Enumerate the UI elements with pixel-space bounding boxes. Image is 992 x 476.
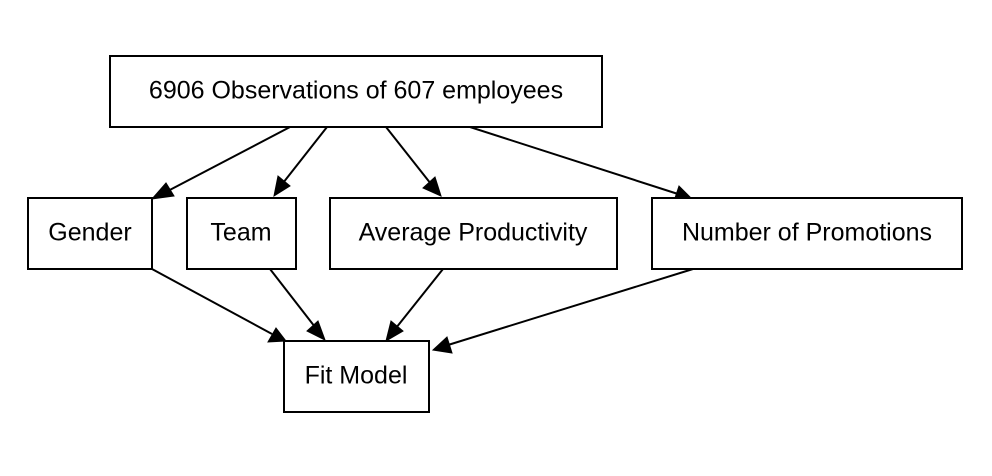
node-avg-productivity-label: Average Productivity xyxy=(359,219,588,247)
node-team: Team xyxy=(186,197,297,270)
edge-gender-to-fit-model xyxy=(151,268,273,335)
node-avg-productivity-box xyxy=(329,197,618,270)
node-gender-label: Gender xyxy=(48,219,131,247)
node-team-label: Team xyxy=(210,219,271,247)
node-num-promotions-label: Number of Promotions xyxy=(682,219,932,247)
edge-source-to-avg-productivity xyxy=(385,126,432,185)
node-source-label: 6906 Observations of 607 employees xyxy=(149,77,563,105)
node-gender-box xyxy=(27,197,153,270)
node-fit-model-box xyxy=(283,340,430,413)
node-gender: Gender xyxy=(27,197,153,270)
arrowhead-num-promotions-to-fit-model xyxy=(431,336,453,354)
node-num-promotions: Number of Promotions xyxy=(651,197,963,270)
node-team-box xyxy=(186,197,297,270)
edge-source-to-team xyxy=(282,126,328,184)
edge-avg-productivity-to-fit-model xyxy=(395,268,444,329)
edge-source-to-gender xyxy=(163,126,291,194)
nodes: 6906 Observations of 607 employees Gende… xyxy=(27,55,963,413)
node-source: 6906 Observations of 607 employees xyxy=(109,55,603,128)
node-fit-model: Fit Model xyxy=(283,340,430,413)
arrowhead-avg-productivity-to-fit-model xyxy=(385,320,404,343)
edge-team-to-fit-model xyxy=(269,268,316,328)
arrowhead-source-to-team xyxy=(273,175,291,198)
node-source-box xyxy=(109,55,603,128)
edge-num-promotions-to-fit-model xyxy=(447,268,694,346)
edge-source-to-num-promotions xyxy=(469,126,679,195)
arrowhead-source-to-gender xyxy=(150,182,175,200)
node-avg-productivity: Average Productivity xyxy=(329,197,618,270)
node-fit-model-label: Fit Model xyxy=(305,362,408,390)
node-num-promotions-box xyxy=(651,197,963,270)
arrowhead-source-to-avg-productivity xyxy=(422,176,442,197)
arrowhead-team-to-fit-model xyxy=(306,320,326,342)
arrowhead-gender-to-fit-model xyxy=(267,327,287,343)
